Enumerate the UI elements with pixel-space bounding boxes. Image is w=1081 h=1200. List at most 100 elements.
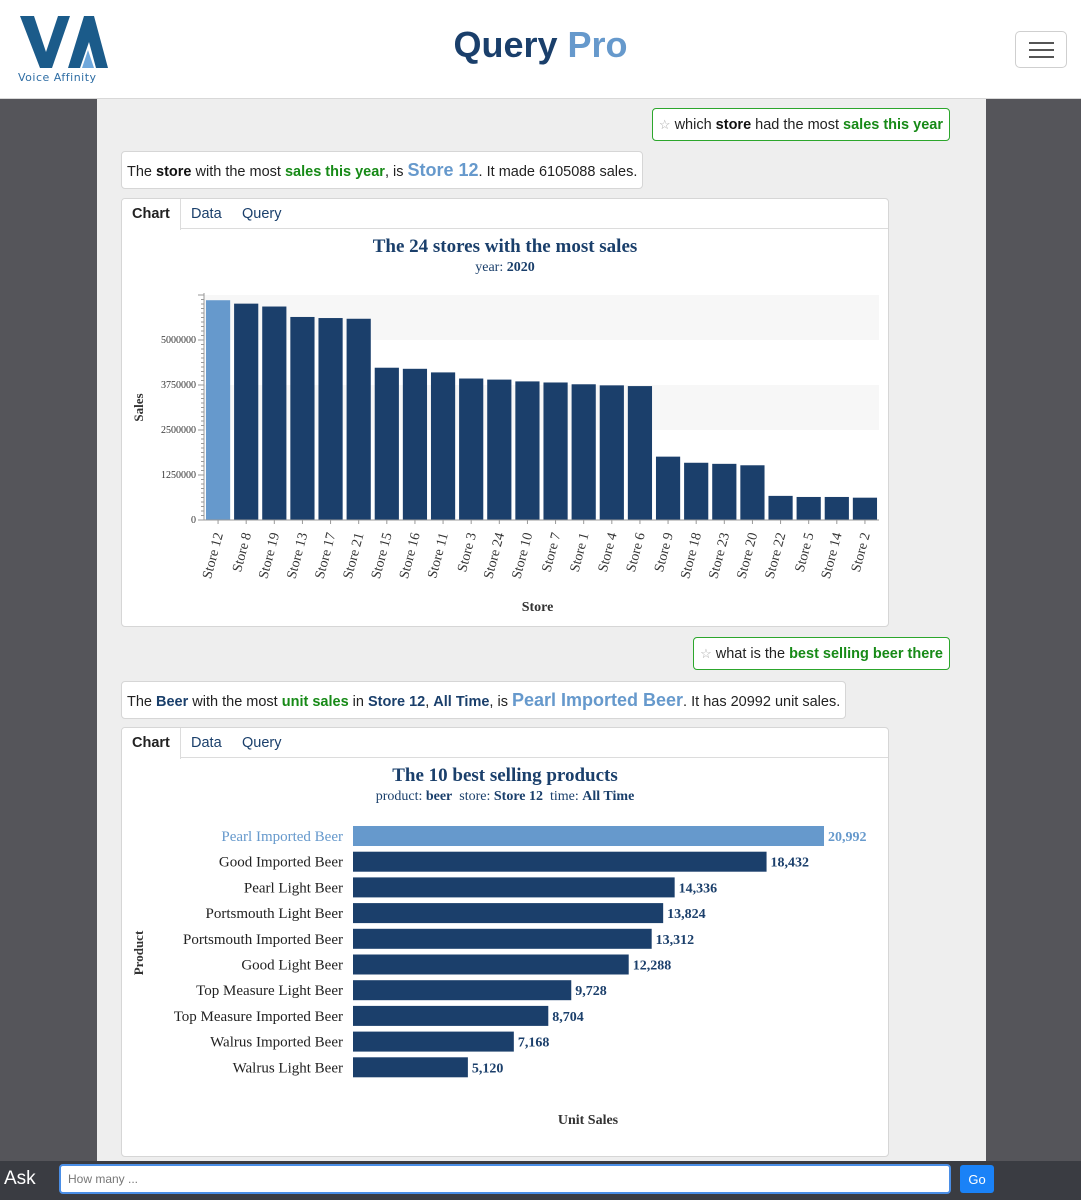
user-query-bubble[interactable]: ☆ which store had the most sales this yea… [651, 108, 950, 141]
app-title: Query Pro [0, 24, 1081, 66]
bar [655, 456, 681, 520]
answer-text: The store with the most sales this year,… [121, 151, 644, 189]
x-tick-label: Store 19 [257, 531, 284, 580]
chart-title: The 24 stores with the most sales [372, 236, 638, 257]
x-tick-label: Store 7 [540, 531, 565, 574]
chart-subtitle: product: beer store: Store 12 time: All … [375, 789, 635, 804]
answer-text: The Beer with the most unit sales in Sto… [121, 681, 847, 719]
user-query-bubble[interactable]: ☆ what is the best selling beer there [693, 637, 950, 670]
tab-data[interactable]: Data [191, 735, 222, 751]
data-label: 5,120 [472, 1061, 504, 1076]
y-axis-label: Product [131, 930, 146, 975]
bar [353, 1005, 549, 1026]
top-navbar: Voice Affinity Query Pro [0, 0, 1081, 99]
bar [402, 368, 428, 520]
x-tick-label: Store 22 [763, 531, 790, 580]
x-tick-label: Store 11 [425, 531, 452, 580]
bar [712, 463, 737, 520]
hamburger-line-icon [1029, 49, 1054, 51]
bar [353, 851, 767, 872]
hamburger-line-icon [1029, 56, 1054, 58]
favorite-star-icon[interactable]: ☆ [658, 117, 671, 132]
x-tick-label: Store 8 [230, 531, 255, 574]
y-tick-label: 3750000 [161, 380, 196, 391]
result-tabs: Chart Data Query [122, 199, 888, 230]
x-tick-label: Store 18 [678, 531, 705, 580]
products-chart-card: Chart Data Query The 10 best selling pro… [121, 727, 889, 1157]
x-tick-label: Store 2 [849, 531, 874, 574]
go-button[interactable]: Go [960, 1165, 994, 1193]
tab-data[interactable]: Data [191, 206, 222, 222]
x-tick-label: Store 13 [285, 531, 312, 580]
bar [353, 1057, 468, 1078]
y-tick-label: Walrus Light Beer [233, 1060, 343, 1076]
bar [353, 954, 629, 975]
bar [430, 372, 456, 520]
bar [515, 381, 540, 520]
bar [684, 462, 709, 520]
y-tick-label: Walrus Imported Beer [210, 1035, 343, 1051]
chart-subtitle: year: 2020 [475, 260, 535, 275]
bar [571, 384, 596, 520]
y-tick-label: Top Measure Imported Beer [174, 1009, 343, 1025]
x-tick-label: Store 21 [341, 531, 368, 580]
stores-chart-card: Chart Data Query The 24 stores with the … [121, 198, 889, 627]
x-tick-label: Store 12 [200, 531, 227, 580]
y-tick-label: Good Imported Beer [219, 855, 343, 871]
y-axis-label: Sales [131, 393, 146, 421]
bar [353, 826, 824, 846]
data-label: 14,336 [679, 881, 718, 896]
result-tabs: Chart Data Query [122, 728, 888, 759]
x-tick-label: Store 6 [624, 531, 649, 574]
ask-input[interactable] [59, 1164, 951, 1194]
favorite-star-icon[interactable]: ☆ [700, 646, 712, 661]
y-tick-label: Pearl Light Beer [244, 880, 343, 896]
voice-affinity-logo[interactable]: Voice Affinity [18, 14, 108, 86]
bar [768, 495, 793, 520]
bar [290, 316, 315, 520]
bar [459, 378, 484, 520]
tab-chart[interactable]: Chart [122, 199, 181, 230]
chart-band [204, 295, 879, 340]
bar [353, 877, 675, 898]
logo-subtitle: Voice Affinity [18, 71, 97, 84]
chart-title: The 10 best selling products [392, 765, 618, 786]
bar [234, 303, 259, 520]
x-tick-label: Store 24 [482, 531, 509, 580]
y-tick-label: Good Light Beer [241, 958, 343, 974]
y-tick-label: 2500000 [161, 425, 196, 436]
data-label: 13,824 [667, 907, 706, 922]
y-tick-label: 5000000 [161, 335, 196, 346]
bar [262, 306, 287, 520]
y-tick-label: Pearl Imported Beer [221, 829, 343, 845]
app-title-main: Query [453, 24, 558, 65]
bar [599, 385, 624, 520]
bar [487, 379, 512, 520]
hamburger-menu-button[interactable] [1015, 31, 1067, 68]
x-tick-label: Store 5 [793, 531, 818, 574]
va-logo-mark [20, 16, 108, 68]
bar [353, 903, 664, 924]
bar [852, 497, 878, 520]
bar [543, 382, 568, 520]
app-title-accent: Pro [567, 24, 628, 65]
data-label: 18,432 [771, 856, 810, 871]
x-tick-label: Store 10 [510, 531, 537, 580]
tab-query[interactable]: Query [242, 206, 282, 222]
bar [740, 465, 765, 520]
bar [627, 386, 653, 520]
chart-band [204, 385, 879, 430]
data-label: 7,168 [518, 1036, 550, 1051]
y-tick-label: 1250000 [161, 470, 196, 481]
hamburger-line-icon [1029, 42, 1054, 44]
x-tick-label: Store 14 [819, 531, 846, 580]
y-tick-label: 0 [191, 515, 196, 526]
bar [353, 1031, 514, 1052]
tab-chart[interactable]: Chart [122, 728, 181, 759]
x-axis-label: Store [522, 600, 554, 615]
ask-label: Ask [4, 1168, 36, 1189]
tab-query[interactable]: Query [242, 735, 282, 751]
bar [346, 318, 371, 520]
bar [205, 300, 231, 520]
y-tick-label: Top Measure Light Beer [196, 983, 343, 999]
